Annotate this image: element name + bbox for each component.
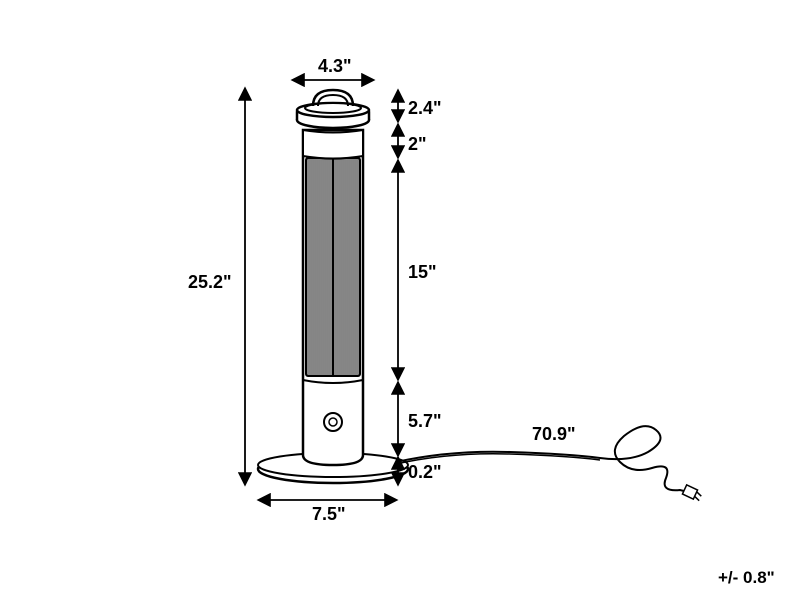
dim-handle-height: 2.4" xyxy=(408,98,442,119)
dim-total-height: 25.2" xyxy=(188,272,232,293)
power-plug-icon xyxy=(682,485,702,501)
dimension-diagram: 25.2" 4.3" 2.4" 2" 15" 5.7" 0.2" 7.5" 70… xyxy=(0,0,800,599)
product-illustration xyxy=(0,0,800,599)
dim-top-width: 4.3" xyxy=(318,56,352,77)
dim-cap-height: 2" xyxy=(408,134,427,155)
tolerance-note: +/- 0.8" xyxy=(718,568,775,588)
dim-base-width: 7.5" xyxy=(312,504,346,525)
dim-base-height: 0.2" xyxy=(408,462,442,483)
dim-cord-length: 70.9" xyxy=(532,424,576,445)
dim-mesh-height: 15" xyxy=(408,262,437,283)
dim-bottom-height: 5.7" xyxy=(408,411,442,432)
